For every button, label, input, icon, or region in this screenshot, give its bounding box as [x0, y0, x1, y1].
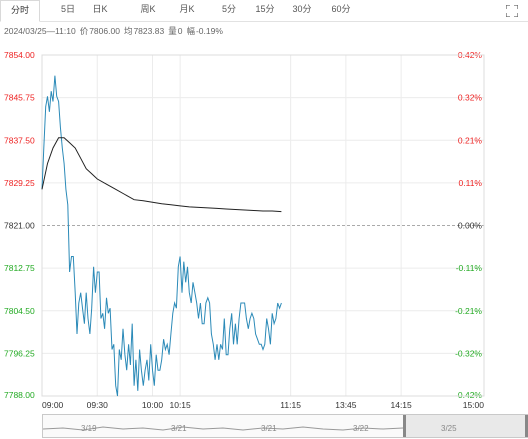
pct-tick-label: -0.32% [455, 348, 482, 358]
tab-5day[interactable]: 5日 [60, 4, 75, 14]
quote-price: 7806.00 [89, 26, 120, 36]
y-tick-label: 7804.50 [4, 306, 35, 316]
navigator-label: 3/19 [81, 424, 97, 433]
tab-5min[interactable]: 5分 [221, 4, 236, 14]
navigator-right-handle[interactable] [525, 415, 528, 437]
navigator-label: 3/21 [261, 424, 277, 433]
pct-tick-label: -0.42% [455, 390, 482, 400]
y-tick-label: 7845.75 [4, 93, 35, 103]
tab-weekly-k[interactable]: 周K [140, 4, 156, 14]
x-tick-label: 13:45 [335, 400, 357, 410]
quote-avg: 7823.83 [133, 26, 165, 36]
x-tick-label: 11:15 [280, 400, 301, 410]
x-tick-label: 09:00 [42, 400, 64, 410]
period-tab-bar: 分时 5日 日K 周K 月K 5分 15分 30分 60分 [0, 0, 528, 22]
x-tick-label: 10:00 [142, 400, 164, 410]
time-navigator[interactable]: 3/19 3/21 3/21 3/22 3/25 [42, 414, 528, 438]
navigator-label: 3/25 [441, 424, 457, 433]
y-tick-label: 7821.00 [4, 221, 35, 231]
tab-intraday[interactable]: 分时 [0, 0, 40, 22]
navigator-selection[interactable] [403, 415, 528, 437]
quote-datetime: 2024/03/25—11:10 [4, 26, 76, 36]
quote-change: -0.19% [195, 26, 223, 36]
y-tick-label: 7812.75 [4, 263, 35, 273]
y-tick-label: 7829.25 [4, 178, 35, 188]
pct-tick-label: -0.21% [455, 306, 482, 316]
y-tick-label: 7854.00 [4, 50, 35, 60]
tab-30min[interactable]: 30分 [292, 4, 312, 14]
pct-tick-label: -0.11% [456, 263, 483, 273]
x-tick-label: 14:15 [390, 400, 412, 410]
quote-volume: 0 [177, 26, 183, 36]
quote-avg-label: 均 [123, 26, 133, 36]
quote-vol-label: 量 [168, 26, 177, 36]
pct-tick-label: 0.21% [458, 135, 483, 145]
x-tick-label: 10:15 [169, 400, 191, 410]
quote-change-label: 幅 [186, 26, 195, 36]
quote-info-line: 2024/03/25—11:10 价7806.00 均7823.83 量0 幅-0.19… [4, 25, 227, 37]
navigator-left-handle[interactable] [403, 415, 406, 437]
navigator-label: 3/21 [171, 424, 187, 433]
y-tick-label: 7837.50 [4, 135, 35, 145]
x-tick-label: 15:00 [463, 400, 485, 410]
pct-tick-label: 0.11% [459, 178, 483, 188]
quote-price-label: 价 [79, 26, 89, 36]
y-tick-label: 7796.25 [4, 348, 35, 358]
tab-monthly-k[interactable]: 月K [179, 4, 195, 14]
plot-frame [41, 54, 485, 397]
tab-daily-k[interactable]: 日K [92, 4, 108, 14]
intraday-price-chart: 7854.00 0.42%7845.75 0.32%7837.50 0.21%7829… [4, 50, 485, 410]
avg-price-series-line [41, 137, 282, 213]
pct-tick-label: 0.00% [458, 221, 483, 231]
pct-tick-label: 0.32% [458, 93, 483, 103]
tab-60min[interactable]: 60分 [331, 4, 351, 14]
y-tick-label: 7788.00 [4, 390, 35, 400]
navigator-label: 3/22 [353, 424, 369, 433]
tab-15min[interactable]: 15分 [255, 4, 275, 14]
x-tick-label: 09:30 [87, 400, 109, 410]
navigator-mini-line [43, 426, 404, 431]
price-series-line [41, 75, 282, 397]
